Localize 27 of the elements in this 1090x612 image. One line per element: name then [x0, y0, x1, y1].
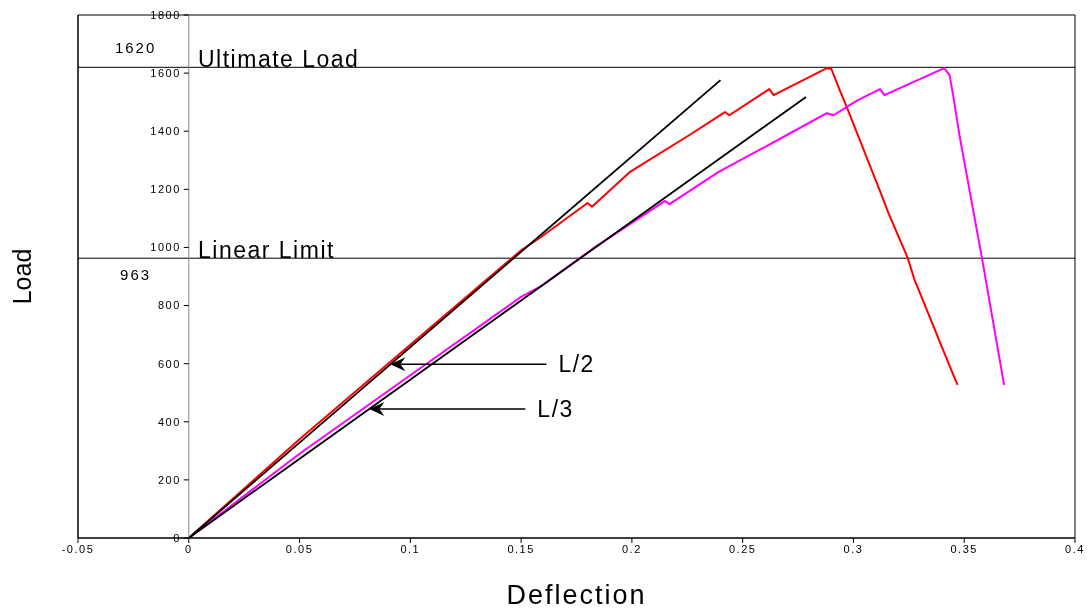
- x-tick-label: 0: [184, 542, 193, 555]
- x-tick-label: 0.4: [1065, 542, 1085, 555]
- y-tick-label: 1400: [150, 125, 181, 138]
- ref-line-label: Linear Limit: [198, 236, 335, 263]
- annotation: L/3: [537, 396, 574, 423]
- x-tick-label: -0.05: [61, 542, 95, 555]
- x-tick-label: 0.1: [400, 542, 421, 555]
- ref-line-label: Ultimate Load: [198, 45, 360, 72]
- y-tick-label: 800: [157, 299, 181, 312]
- annotation: 963: [120, 266, 152, 284]
- x-tick-label: 0.35: [950, 542, 978, 555]
- annotation: 1620: [114, 39, 157, 57]
- x-tick-label: 0.05: [285, 542, 314, 555]
- annotation: L/2: [558, 351, 595, 378]
- x-tick-label: 0.3: [843, 542, 864, 555]
- x-tick-label: 0.15: [507, 542, 535, 555]
- y-tick-label: 400: [157, 415, 181, 428]
- y-tick-label: 1600: [150, 66, 181, 79]
- y-tick-label: 1000: [150, 241, 181, 254]
- y-tick-label: 1800: [150, 8, 181, 21]
- x-tick-label: 0.2: [621, 542, 642, 555]
- y-axis-title: Load: [7, 248, 36, 305]
- x-axis-title: Deflection: [506, 580, 647, 610]
- y-tick-label: 200: [157, 473, 181, 486]
- y-tick-label: 1200: [150, 183, 181, 196]
- y-tick-label: 600: [157, 357, 181, 370]
- x-tick-label: 0.25: [728, 542, 757, 555]
